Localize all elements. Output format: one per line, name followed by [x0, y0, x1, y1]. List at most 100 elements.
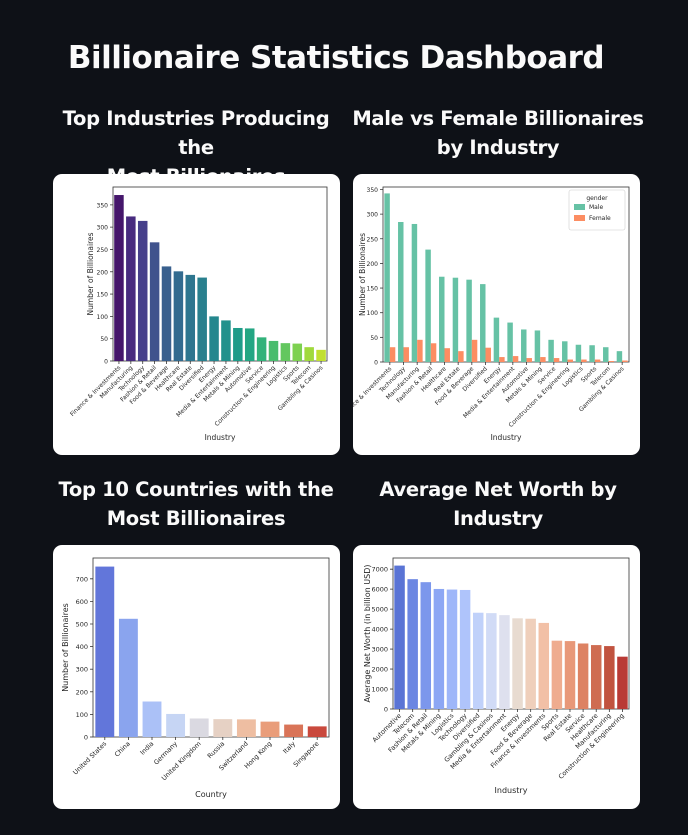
chart-card-countries: 0 100 200 300 400 500 600 700 United States China…: [53, 545, 340, 809]
x-tick-label: Finance & Investments: [353, 365, 393, 418]
x-tick-label: India: [138, 740, 155, 757]
bar-female: [485, 347, 491, 362]
bar-female: [430, 343, 437, 362]
bar: [95, 566, 115, 737]
y-tick-label: 0: [84, 734, 88, 742]
bar-male: [411, 223, 418, 362]
chart-card-networth: 0 1000 2000 3000 4000 5000 6000 7000 Automotive T…: [353, 545, 640, 809]
bar: [590, 645, 602, 709]
bar: [407, 579, 418, 709]
bar: [137, 220, 148, 361]
legend-label: Female: [589, 215, 611, 222]
bar-female: [471, 339, 478, 362]
bar: [525, 618, 536, 709]
y-tick-label: 200: [76, 688, 88, 696]
bar: [446, 589, 458, 709]
bar: [486, 613, 497, 709]
bar-female: [403, 347, 409, 362]
x-tick-label: Singapore: [292, 740, 321, 769]
x-tick-label: Italy: [281, 740, 297, 756]
bar: [118, 618, 138, 737]
bar-male: [589, 345, 595, 362]
bar: [604, 646, 615, 709]
y-tick-label: 5000: [371, 606, 388, 614]
y-tick-label: 0: [104, 359, 108, 366]
plot-frame: [112, 186, 328, 362]
plot-frame: [92, 557, 330, 738]
bar-male: [493, 317, 500, 362]
y-tick-label: 1000: [371, 686, 388, 694]
bar: [472, 612, 484, 709]
y-tick-label: 3000: [371, 646, 388, 654]
x-axis-label: Industry: [491, 433, 522, 442]
y-tick-label: 200: [97, 269, 109, 276]
heading-line: Most Billionaires: [106, 507, 286, 530]
bar: [394, 565, 405, 709]
y-tick-label: 6000: [371, 586, 388, 594]
heading-line: Male vs Female Billionaires: [352, 107, 644, 130]
y-axis-label: Number of Billionaires: [61, 603, 70, 692]
bar-male: [452, 277, 459, 362]
heading-line: Average Net Worth by: [379, 478, 617, 501]
x-axis-label: Industry: [205, 433, 236, 442]
bar: [304, 347, 314, 361]
heading-line: Industry: [453, 507, 543, 530]
y-tick-label: 350: [367, 187, 379, 194]
bar: [142, 701, 162, 737]
bar: [617, 656, 628, 709]
chart-heading-countries: Top 10 Countries with the Most Billionai…: [48, 475, 344, 533]
bar: [292, 343, 303, 361]
bar-female: [499, 357, 505, 362]
bar: [221, 320, 231, 361]
chart-card-industries: 0 50 100 150 200 250 300 350 Finance & Investmen…: [53, 174, 340, 455]
x-axis-label: Industry: [495, 786, 528, 795]
bar-male: [548, 339, 554, 362]
x-tick-label: United States: [71, 739, 108, 776]
bar: [173, 271, 184, 361]
x-tick-label: Russia: [206, 740, 226, 760]
bar-female: [581, 359, 587, 362]
y-tick-label: 0: [384, 706, 388, 714]
bar: [280, 343, 291, 361]
y-axis-label: Average Net Worth (in billion USD): [363, 564, 372, 702]
y-tick-label: 600: [76, 598, 88, 606]
x-tick-label: Finance & Investments: [69, 364, 122, 417]
bar-male: [480, 284, 486, 362]
bar: [316, 349, 326, 361]
bar: [256, 337, 267, 361]
bar: [260, 721, 280, 737]
y-axis-label: Number of Billionaires: [86, 232, 95, 315]
bar-male: [439, 276, 445, 362]
bar: [284, 724, 304, 737]
y-axis-label: Number of Billionaires: [358, 233, 367, 316]
bar-female: [622, 360, 628, 362]
heading-line: Top Industries Producing the: [62, 107, 330, 159]
countries-bar-chart: 0 100 200 300 400 500 600 700 United States China…: [61, 557, 330, 799]
bar: [459, 589, 471, 709]
plot-frame: [392, 557, 630, 710]
y-tick-label: 350: [97, 202, 109, 209]
bar: [149, 242, 160, 361]
bar-female: [389, 347, 396, 362]
bar: [512, 618, 523, 709]
bar: [268, 340, 279, 361]
bar: [197, 277, 207, 361]
bar: [213, 719, 233, 737]
bar-male: [575, 344, 582, 362]
bar-female: [417, 339, 423, 362]
y-tick-label: 200: [367, 261, 379, 268]
bar-male: [534, 330, 541, 362]
bar: [126, 216, 136, 361]
y-tick-label: 300: [367, 212, 379, 219]
bar-male: [616, 351, 623, 362]
bar-female: [512, 356, 519, 362]
bar-male: [425, 249, 431, 362]
bar: [189, 718, 209, 737]
chart-card-gender: 0 50 100 150 200 250 300 350 Finance & Investmen…: [353, 174, 640, 455]
legend-swatch: [574, 204, 585, 210]
y-tick-label: 150: [97, 292, 109, 299]
bar: [161, 266, 172, 361]
gender-grouped-bar-chart: 0 50 100 150 200 250 300 350 Finance & Investmen…: [353, 186, 630, 442]
y-tick-label: 100: [76, 711, 88, 719]
y-tick-label: 300: [97, 225, 109, 232]
